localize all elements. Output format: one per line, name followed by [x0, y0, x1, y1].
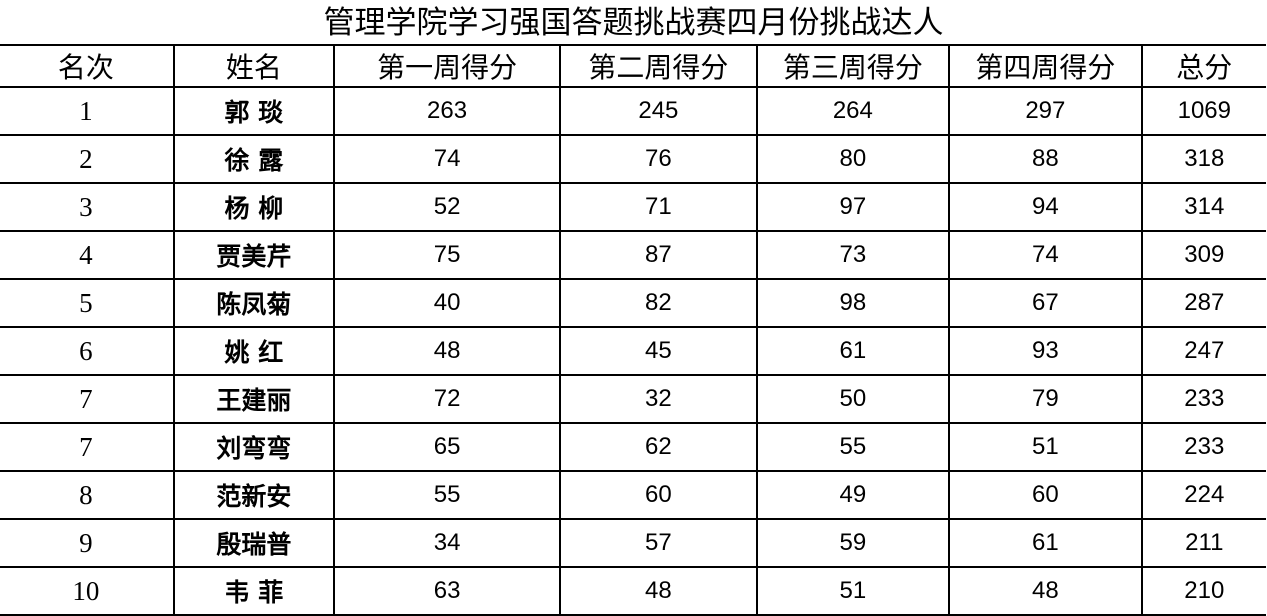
cell-week3: 98 — [755, 278, 951, 328]
cell-name: 韦 菲 — [172, 566, 336, 616]
cell-week1: 34 — [332, 518, 562, 568]
cell-total: 318 — [1140, 134, 1266, 184]
cell-week3: 55 — [755, 422, 951, 472]
cell-week2: 87 — [559, 230, 758, 280]
cell-week1: 55 — [332, 470, 562, 520]
cell-week2: 82 — [559, 278, 758, 328]
cell-week2: 76 — [559, 134, 758, 184]
cell-total: 210 — [1140, 566, 1266, 616]
cell-total: 287 — [1140, 278, 1266, 328]
header-week1: 第一周得分 — [332, 44, 562, 88]
header-week4: 第四周得分 — [948, 44, 1143, 88]
header-week3: 第三周得分 — [755, 44, 951, 88]
cell-week4: 48 — [948, 566, 1143, 616]
cell-week1: 75 — [332, 230, 562, 280]
cell-week3: 73 — [755, 230, 951, 280]
table-row: 10 韦 菲 63 48 51 48 210 — [0, 566, 1266, 616]
cell-rank: 2 — [0, 134, 175, 184]
cell-rank: 6 — [0, 326, 175, 376]
header-row: 名次 姓名 第一周得分 第二周得分 第三周得分 第四周得分 总分 — [0, 44, 1266, 88]
cell-rank: 8 — [0, 470, 175, 520]
cell-rank: 9 — [0, 518, 175, 568]
table-row: 5 陈凤菊 40 82 98 67 287 — [0, 278, 1266, 328]
cell-name: 王建丽 — [172, 374, 336, 424]
cell-week1: 40 — [332, 278, 562, 328]
cell-total: 211 — [1140, 518, 1266, 568]
cell-week4: 67 — [948, 278, 1143, 328]
cell-week4: 297 — [948, 86, 1143, 136]
cell-name: 刘弯弯 — [172, 422, 336, 472]
header-rank: 名次 — [0, 44, 175, 88]
cell-week1: 48 — [332, 326, 562, 376]
cell-week3: 51 — [755, 566, 951, 616]
cell-week4: 51 — [948, 422, 1143, 472]
leaderboard-table: 名次 姓名 第一周得分 第二周得分 第三周得分 第四周得分 总分 1 郭 琰 263 245 264 2… — [0, 44, 1266, 616]
table-row: 7 刘弯弯 65 62 55 51 233 — [0, 422, 1266, 472]
cell-total: 233 — [1140, 422, 1266, 472]
cell-week1: 63 — [332, 566, 562, 616]
cell-week2: 45 — [559, 326, 758, 376]
cell-week3: 50 — [755, 374, 951, 424]
cell-rank: 7 — [0, 422, 175, 472]
cell-week1: 52 — [332, 182, 562, 232]
cell-total: 1069 — [1140, 86, 1266, 136]
table-row: 7 王建丽 72 32 50 79 233 — [0, 374, 1266, 424]
cell-rank: 1 — [0, 86, 175, 136]
cell-name: 郭 琰 — [172, 86, 336, 136]
cell-week1: 65 — [332, 422, 562, 472]
cell-name: 贾美芹 — [172, 230, 336, 280]
table-row: 4 贾美芹 75 87 73 74 309 — [0, 230, 1266, 280]
cell-total: 233 — [1140, 374, 1266, 424]
cell-week4: 60 — [948, 470, 1143, 520]
cell-name: 姚 红 — [172, 326, 336, 376]
cell-week2: 48 — [559, 566, 758, 616]
cell-week1: 74 — [332, 134, 562, 184]
cell-rank: 5 — [0, 278, 175, 328]
cell-name: 范新安 — [172, 470, 336, 520]
cell-total: 309 — [1140, 230, 1266, 280]
cell-week1: 72 — [332, 374, 562, 424]
cell-week3: 80 — [755, 134, 951, 184]
cell-week4: 61 — [948, 518, 1143, 568]
cell-week4: 79 — [948, 374, 1143, 424]
cell-total: 314 — [1140, 182, 1266, 232]
cell-rank: 3 — [0, 182, 175, 232]
header-total: 总分 — [1140, 44, 1266, 88]
cell-week3: 61 — [755, 326, 951, 376]
header-week2: 第二周得分 — [559, 44, 758, 88]
cell-rank: 7 — [0, 374, 175, 424]
cell-rank: 10 — [0, 566, 175, 616]
cell-name: 陈凤菊 — [172, 278, 336, 328]
cell-total: 247 — [1140, 326, 1266, 376]
cell-week3: 59 — [755, 518, 951, 568]
cell-week4: 94 — [948, 182, 1143, 232]
table-row: 8 范新安 55 60 49 60 224 — [0, 470, 1266, 520]
cell-week3: 49 — [755, 470, 951, 520]
cell-week2: 62 — [559, 422, 758, 472]
cell-total: 224 — [1140, 470, 1266, 520]
cell-name: 杨 柳 — [172, 182, 336, 232]
cell-week4: 74 — [948, 230, 1143, 280]
cell-name: 徐 露 — [172, 134, 336, 184]
cell-week1: 263 — [332, 86, 562, 136]
cell-week4: 93 — [948, 326, 1143, 376]
cell-week2: 57 — [559, 518, 758, 568]
header-name: 姓名 — [172, 44, 336, 88]
cell-week2: 32 — [559, 374, 758, 424]
cell-week2: 60 — [559, 470, 758, 520]
cell-name: 殷瑞普 — [172, 518, 336, 568]
cell-week3: 97 — [755, 182, 951, 232]
cell-week3: 264 — [755, 86, 951, 136]
cell-week2: 71 — [559, 182, 758, 232]
cell-week4: 88 — [948, 134, 1143, 184]
cell-rank: 4 — [0, 230, 175, 280]
cell-week2: 245 — [559, 86, 758, 136]
sheet-title: 管理学院学习强国答题挑战赛四月份挑战达人 — [323, 5, 944, 41]
table-row: 9 殷瑞普 34 57 59 61 211 — [0, 518, 1266, 568]
